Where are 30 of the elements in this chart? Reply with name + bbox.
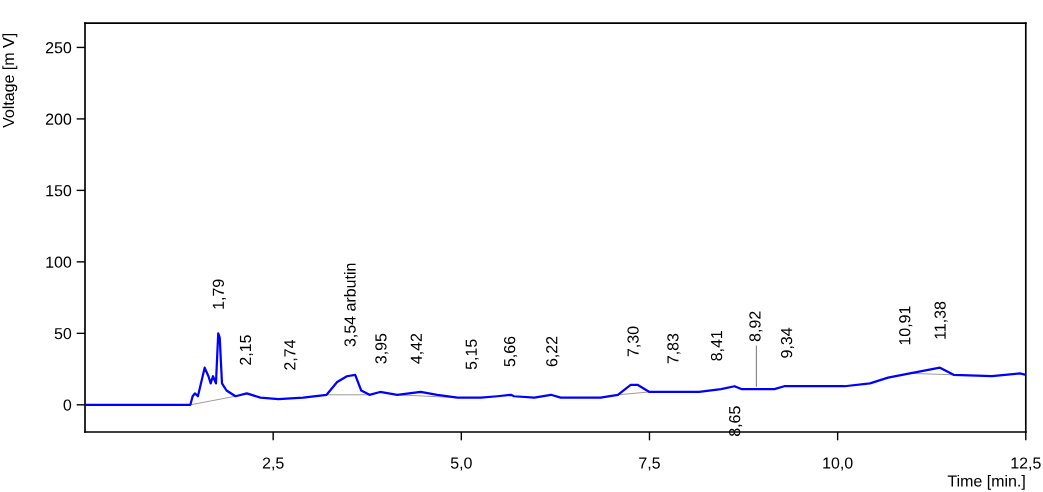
y-tick-label: 100	[46, 256, 72, 268]
annotation: 5,66	[503, 336, 518, 367]
x-tick-label: 5,0	[450, 457, 472, 471]
annotation: 1,79	[212, 279, 226, 309]
annotation: 8,41	[710, 331, 725, 361]
y-tick-label: 200	[45, 113, 72, 125]
y-tick-label: 250	[45, 42, 72, 54]
y-axis-title: Voltage [m V]	[2, 34, 18, 128]
annotation: 2,15	[239, 335, 253, 365]
x-tick-label: 2,5	[262, 457, 284, 471]
annotation: 3,95	[375, 333, 389, 364]
annotation: 10,91	[899, 306, 913, 345]
x-tick-label: 7,5	[639, 457, 660, 471]
annotation: 9,34	[780, 327, 795, 358]
annotation: 2,74	[284, 339, 298, 370]
annotation: 7,30	[627, 326, 641, 357]
y-tick-label: 50	[54, 327, 72, 340]
annotation: 7,83	[667, 333, 681, 364]
annotation: 5,15	[465, 339, 479, 370]
y-tick-label: 0	[63, 399, 72, 411]
x-tick-label: 12,5	[1011, 457, 1041, 471]
x-tick-label: 10,0	[823, 457, 853, 471]
annotation: 8,65	[729, 406, 743, 437]
annotation: 6,22	[546, 336, 560, 367]
annotation: 8,92	[749, 311, 763, 342]
annotation: 11,38	[934, 301, 948, 339]
x-axis-title: Time [min.]	[947, 474, 1025, 490]
y-tick-label: 150	[46, 185, 72, 197]
annotation: 4,42	[410, 333, 424, 364]
annotation: 3,54 arbutin	[343, 263, 358, 347]
